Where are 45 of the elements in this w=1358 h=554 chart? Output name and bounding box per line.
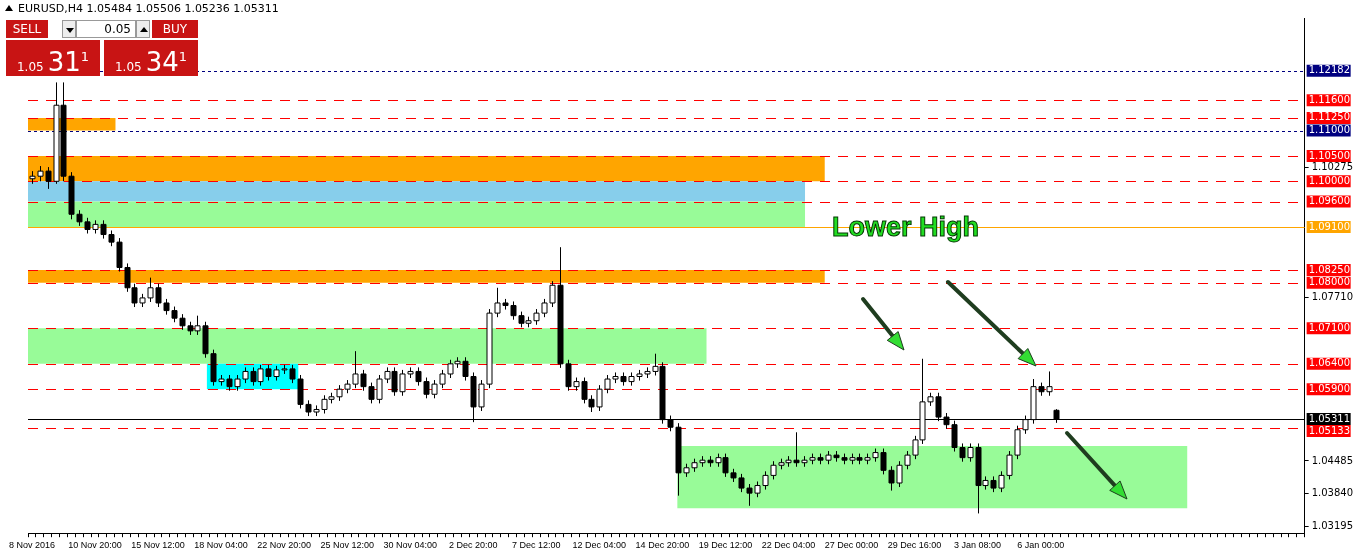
annotation: 1.05 — [114, 59, 142, 74]
ref-line-label: 1.05311 — [1308, 412, 1351, 424]
ref-line-label: 1.11250 — [1308, 111, 1351, 123]
ref-line-label: 1.09600 — [1308, 195, 1351, 207]
ref-line-label: 1.08000 — [1308, 276, 1351, 288]
x-tick-label: 3 Jan 08:00 — [954, 540, 1002, 551]
x-tick-label: 14 Dec 20:00 — [635, 540, 690, 551]
annotation: 1.05 — [16, 59, 44, 74]
x-tick-label: 19 Dec 12:00 — [698, 540, 753, 551]
ref-line-label: 1.10000 — [1308, 174, 1351, 186]
x-tick-label: 8 Nov 2016 — [8, 540, 55, 551]
x-tick-label: 18 Nov 04:00 — [194, 540, 248, 551]
y-tick-label: 1.10275 — [1311, 160, 1354, 172]
ref-line-label: 1.06400 — [1308, 357, 1351, 369]
ref-line-label: 1.07100 — [1308, 321, 1351, 333]
y-tick-label: 1.04485 — [1311, 454, 1354, 466]
x-tick-label: 2 Dec 20:00 — [448, 540, 498, 551]
ref-line-label: 1.11000 — [1308, 124, 1351, 136]
x-tick-label: 25 Nov 12:00 — [320, 540, 374, 551]
y-tick-label: 1.03840 — [1311, 487, 1354, 499]
x-tick-label: 10 Nov 20:00 — [68, 540, 122, 551]
annotation: 31$^{1}$ — [47, 46, 90, 77]
x-tick-label: 12 Dec 04:00 — [572, 540, 627, 551]
x-tick-label: 29 Dec 16:00 — [887, 540, 942, 551]
ref-line-label: 1.11600 — [1308, 93, 1351, 105]
annotation: SELL — [6, 20, 48, 38]
chart-title: EURUSD,H4 1.05484 1.05506 1.05236 1.05311 — [18, 2, 279, 15]
annotation: 34$^{1}$ — [145, 46, 188, 77]
ref-line-label: 1.08250 — [1308, 263, 1351, 275]
y-tick-label: 1.03195 — [1311, 519, 1354, 531]
ref-line-label: 1.05900 — [1308, 382, 1351, 394]
ref-line-label: 1.10500 — [1308, 149, 1351, 161]
ref-line-label: 1.05133 — [1308, 424, 1351, 436]
x-tick-label: 6 Jan 00:00 — [1017, 540, 1065, 551]
x-tick-label: 15 Nov 12:00 — [131, 540, 185, 551]
x-tick-label: 30 Nov 04:00 — [383, 540, 437, 551]
annotation: BUY — [152, 20, 198, 38]
x-tick-label: 7 Dec 12:00 — [512, 540, 561, 551]
x-tick-label: 27 Dec 00:00 — [824, 540, 879, 551]
x-tick-label: 22 Nov 20:00 — [257, 540, 311, 551]
ref-line-label: 1.12182 — [1308, 64, 1351, 76]
ref-line-label: 1.09100 — [1308, 220, 1351, 232]
annotation: 0.05 — [76, 20, 136, 38]
x-tick-label: 22 Dec 04:00 — [761, 540, 816, 551]
y-tick-label: 1.07710 — [1311, 291, 1354, 302]
